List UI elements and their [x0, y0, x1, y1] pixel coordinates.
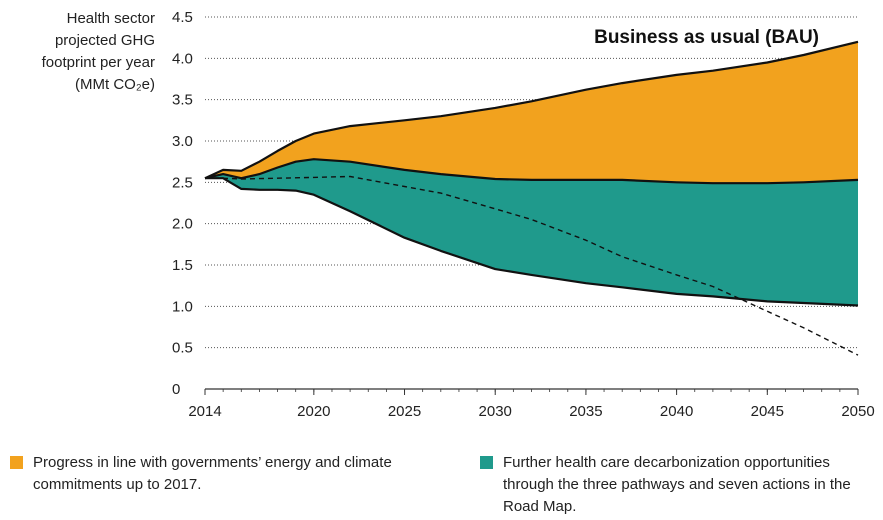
x-tick-label: 2040 [660, 403, 693, 420]
series-line-decarbonization [205, 177, 859, 307]
axes: 0 0.5 1.0 1.5 2.0 2.5 3.0 3.5 4.0 4.5 2014 2020 2025… [172, 9, 875, 420]
y-axis-label-line: footprint per year [41, 54, 155, 71]
legend-swatch-orange [10, 456, 23, 469]
y-tick-label: 3.5 [172, 92, 193, 109]
y-tick-label: 4.5 [172, 9, 193, 26]
series-line-commitments [204, 158, 859, 185]
y-tick-label: 1.0 [172, 298, 193, 315]
y-tick-label: 4.0 [172, 50, 193, 67]
x-tick-label: 2025 [388, 403, 421, 420]
y-tick-label: 0 [172, 381, 180, 398]
chart-title: Business as usual (BAU) [594, 27, 819, 48]
x-tick-label: 2020 [297, 403, 330, 420]
x-tick-label: 2045 [751, 403, 784, 420]
y-axis-label-line: Health sector [66, 10, 155, 27]
legend-label: Progress in line with governments’ energ… [33, 454, 392, 493]
series-line-bau [204, 40, 859, 180]
legend-item-commitments: Progress in line with governments’ energ… [10, 452, 430, 496]
y-axis-label-line: (MMt CO₂e) [75, 76, 155, 93]
area-decarbonization-teal [205, 159, 858, 306]
areas [205, 41, 858, 306]
x-tick-label: 2050 [841, 403, 874, 420]
x-tick-label: 2030 [479, 403, 512, 420]
area-bau-orange [205, 41, 858, 184]
y-axis-label-line: projected GHG [54, 32, 155, 49]
y-tick-label: 2.0 [172, 216, 193, 233]
legend-swatch-teal [480, 456, 493, 469]
y-tick-label: 1.5 [172, 257, 193, 274]
y-axis-label: Health sector projected GHG footprint pe… [5, 8, 155, 96]
y-tick-label: 2.5 [172, 174, 193, 191]
legend-item-decarbonization: Further health care decarbonization oppo… [480, 452, 875, 518]
x-tick-label: 2035 [569, 403, 602, 420]
y-tick-label: 0.5 [172, 340, 193, 357]
x-tick-label: 2014 [188, 403, 221, 420]
series-lines [204, 40, 859, 356]
legend-label: Further health care decarbonization oppo… [503, 454, 851, 515]
y-tick-label: 3.0 [172, 133, 193, 150]
